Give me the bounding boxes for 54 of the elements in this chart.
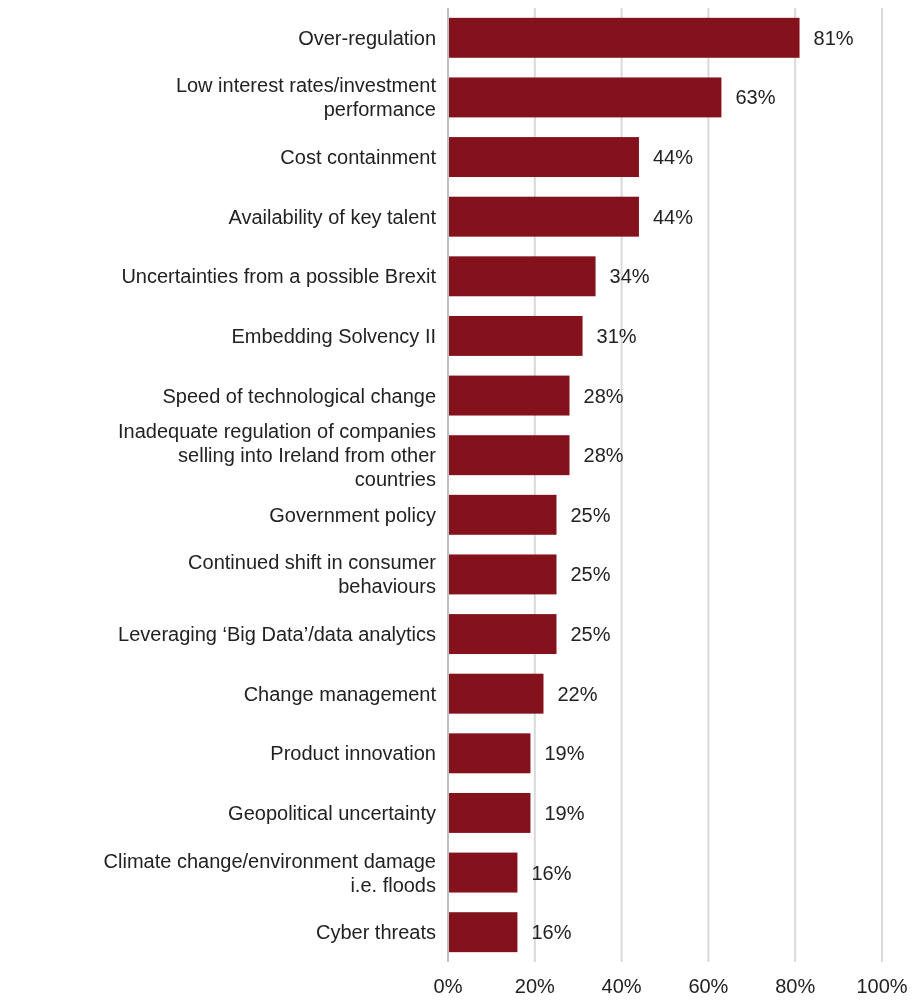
data-label: 19%: [544, 742, 585, 765]
y-tick-label: Over-regulation: [298, 26, 436, 49]
y-tick-label: Embedding Solvency II: [231, 324, 436, 347]
bar: [448, 614, 557, 655]
x-tick-label: 0%: [433, 975, 463, 997]
y-tick-label: Leveraging ‘Big Data’/data analytics: [118, 623, 436, 646]
data-label: 31%: [596, 324, 637, 347]
y-tick-label: Inadequate regulation of companies selling into Ireland from other countries: [117, 420, 437, 491]
data-label: 19%: [544, 801, 585, 824]
y-tick-label: Continued shift in consumer behaviours: [188, 551, 437, 598]
bar: [448, 77, 722, 118]
bar: [448, 792, 531, 833]
data-label: 25%: [570, 623, 611, 646]
x-tick-label: 60%: [688, 975, 729, 997]
data-label: 44%: [652, 205, 694, 228]
bar: [448, 912, 518, 953]
y-tick-label: Cyber threats: [315, 921, 436, 944]
x-tick-label: 40%: [601, 975, 642, 997]
y-tick-label: Uncertainties from a possible Brexit: [121, 265, 437, 288]
data-label: 63%: [735, 86, 776, 109]
x-tick-label: 100%: [856, 975, 908, 997]
data-label: 34%: [609, 265, 650, 288]
y-tick-label: Government policy: [269, 503, 436, 526]
y-tick-label: Product innovation: [270, 742, 436, 765]
bar: [448, 673, 544, 714]
y-tick-label: Change management: [243, 682, 437, 705]
y-tick-label: Speed of technological change: [162, 384, 436, 407]
data-label: 44%: [652, 146, 694, 169]
bar: [448, 375, 570, 416]
data-label: 25%: [570, 563, 611, 586]
bar: [448, 137, 639, 178]
data-label: 28%: [583, 444, 624, 467]
x-tick-label: 20%: [514, 975, 556, 997]
data-label: 22%: [557, 682, 598, 705]
bar: [448, 494, 557, 535]
bar: [448, 852, 518, 893]
bar: [448, 196, 639, 237]
bar: [448, 733, 531, 774]
data-label: 28%: [583, 384, 624, 407]
bar: [448, 315, 583, 356]
y-tick-label: Cost containment: [280, 146, 437, 169]
bar: [448, 435, 570, 476]
y-tick-label: Climate change/environment damage i.e. floods: [103, 849, 436, 896]
data-label: 81%: [813, 26, 854, 49]
y-tick-label: Availability of key talent: [228, 205, 437, 228]
y-tick-label: Low interest rates/investment performance: [175, 74, 437, 121]
data-label: 16%: [531, 921, 572, 944]
data-label: 25%: [570, 503, 611, 526]
bar: [448, 256, 596, 297]
x-tick-label: 80%: [775, 975, 816, 997]
data-label: 16%: [531, 861, 572, 884]
y-tick-label: Geopolitical uncertainty: [228, 801, 436, 824]
bar: [448, 17, 800, 58]
bar: [448, 554, 557, 595]
